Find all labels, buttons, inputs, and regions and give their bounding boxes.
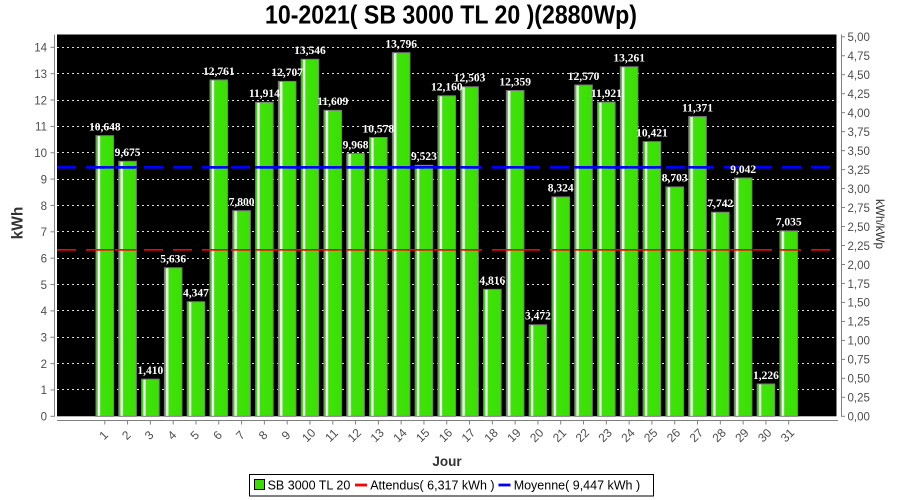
svg-text:0,25: 0,25 xyxy=(848,393,870,405)
svg-text:5,636: 5,636 xyxy=(160,254,186,266)
svg-text:7: 7 xyxy=(41,227,47,239)
svg-text:9,968: 9,968 xyxy=(343,139,369,151)
svg-text:4,25: 4,25 xyxy=(848,89,870,101)
svg-text:0,00: 0,00 xyxy=(848,412,870,424)
svg-text:kWh/kWp: kWh/kWp xyxy=(873,199,886,249)
svg-text:4: 4 xyxy=(41,306,48,318)
svg-text:7,035: 7,035 xyxy=(776,217,802,229)
svg-text:2,75: 2,75 xyxy=(848,203,870,215)
svg-text:Attendus( 6,317 kWh ): Attendus( 6,317 kWh ) xyxy=(370,479,494,493)
svg-text:12,570: 12,570 xyxy=(568,71,600,83)
svg-text:3: 3 xyxy=(41,333,47,345)
svg-text:4,816: 4,816 xyxy=(479,275,505,287)
svg-text:8,703: 8,703 xyxy=(662,173,688,185)
svg-text:12,359: 12,359 xyxy=(499,76,531,88)
svg-text:13,261: 13,261 xyxy=(613,53,645,65)
svg-text:4,75: 4,75 xyxy=(848,51,870,63)
svg-text:1,226: 1,226 xyxy=(753,370,779,382)
svg-text:0,50: 0,50 xyxy=(848,374,870,386)
svg-text:9,523: 9,523 xyxy=(411,151,437,163)
svg-text:3,25: 3,25 xyxy=(848,165,870,177)
svg-text:13: 13 xyxy=(34,69,47,81)
svg-text:12,503: 12,503 xyxy=(454,73,486,85)
svg-text:6: 6 xyxy=(41,253,47,265)
svg-text:4,00: 4,00 xyxy=(848,108,870,120)
svg-text:1,25: 1,25 xyxy=(848,317,870,329)
svg-text:0: 0 xyxy=(41,412,47,424)
svg-text:3,50: 3,50 xyxy=(848,146,870,158)
svg-text:11: 11 xyxy=(35,122,47,134)
svg-text:2: 2 xyxy=(41,359,47,371)
svg-text:1,00: 1,00 xyxy=(848,336,870,348)
svg-text:8: 8 xyxy=(41,201,47,213)
svg-text:3,00: 3,00 xyxy=(848,184,870,196)
svg-text:10,421: 10,421 xyxy=(636,127,668,139)
svg-text:14: 14 xyxy=(34,43,47,55)
svg-text:1,410: 1,410 xyxy=(137,365,163,377)
svg-text:kWh: kWh xyxy=(10,207,27,240)
svg-text:Moyenne( 9,447 kWh ): Moyenne( 9,447 kWh ) xyxy=(514,479,640,493)
svg-text:4,50: 4,50 xyxy=(848,70,870,82)
svg-text:2,00: 2,00 xyxy=(848,260,870,272)
svg-text:12,761: 12,761 xyxy=(203,66,235,78)
svg-text:9,042: 9,042 xyxy=(730,164,756,176)
svg-text:11,371: 11,371 xyxy=(682,102,713,114)
svg-text:5: 5 xyxy=(41,280,47,292)
svg-text:1: 1 xyxy=(41,385,47,397)
svg-text:10-2021( SB 3000 TL 20 )(2880W: 10-2021( SB 3000 TL 20 )(2880Wp) xyxy=(265,0,637,29)
svg-text:1,75: 1,75 xyxy=(848,279,870,291)
svg-text:3,472: 3,472 xyxy=(525,311,551,323)
svg-text:13,546: 13,546 xyxy=(294,45,326,57)
svg-text:12,160: 12,160 xyxy=(431,82,463,94)
svg-text:Jour: Jour xyxy=(432,454,462,469)
svg-text:8,324: 8,324 xyxy=(548,183,574,195)
svg-text:0,75: 0,75 xyxy=(848,355,870,367)
svg-text:9,675: 9,675 xyxy=(115,147,141,159)
svg-text:4,347: 4,347 xyxy=(183,288,209,300)
svg-text:12,707: 12,707 xyxy=(271,67,303,79)
svg-text:9: 9 xyxy=(41,174,47,186)
svg-text:SB 3000 TL 20: SB 3000 TL 20 xyxy=(268,479,351,493)
svg-text:10,578: 10,578 xyxy=(363,123,395,135)
svg-text:11,914: 11,914 xyxy=(249,88,280,100)
svg-text:5,00: 5,00 xyxy=(848,32,870,44)
svg-text:11,921: 11,921 xyxy=(591,88,622,100)
svg-text:2,50: 2,50 xyxy=(848,222,870,234)
svg-text:10: 10 xyxy=(34,148,47,160)
svg-text:7,800: 7,800 xyxy=(229,197,255,209)
svg-text:11,609: 11,609 xyxy=(317,96,348,108)
svg-text:1,50: 1,50 xyxy=(848,298,870,310)
svg-text:3,75: 3,75 xyxy=(848,127,870,139)
svg-text:7,742: 7,742 xyxy=(707,198,733,210)
svg-text:10,648: 10,648 xyxy=(89,121,121,133)
svg-text:13,796: 13,796 xyxy=(385,38,417,50)
svg-text:12: 12 xyxy=(34,95,47,107)
svg-text:2,25: 2,25 xyxy=(848,241,870,253)
